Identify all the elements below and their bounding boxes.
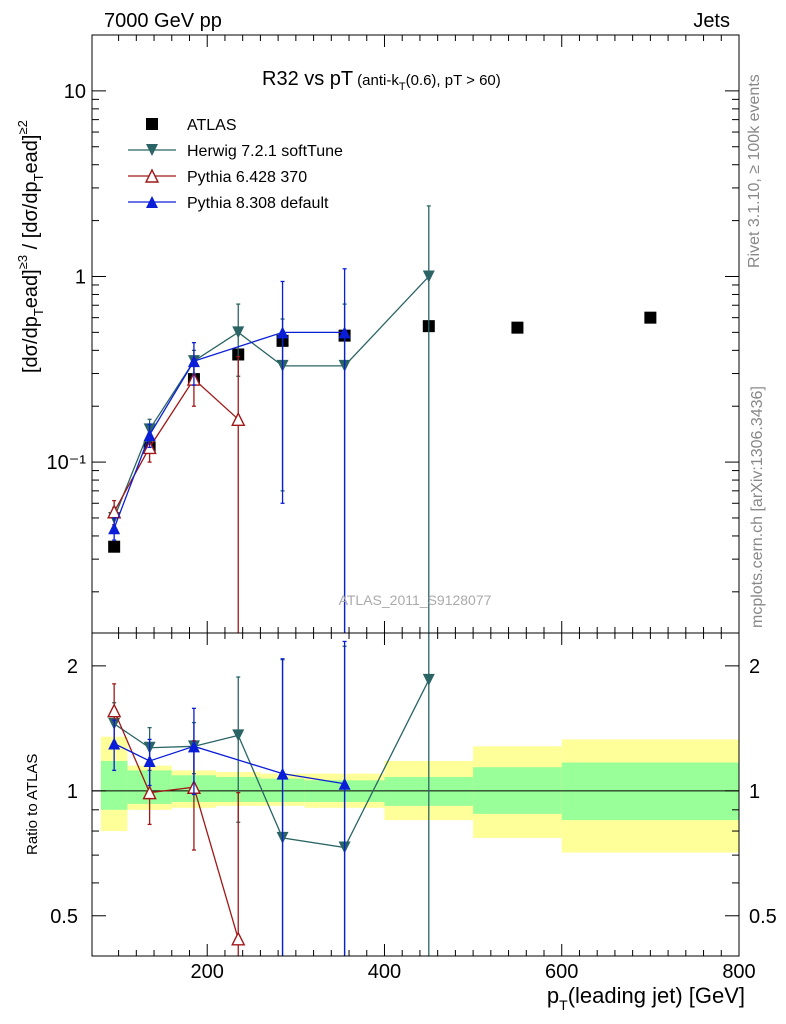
ratio-plot-frame: [91, 632, 740, 957]
series-line: [113, 276, 430, 519]
data-point: [422, 270, 435, 283]
x-tick-label: 400: [368, 961, 401, 983]
data-point: [143, 428, 156, 441]
legend-marker: [144, 168, 160, 183]
data-point: [232, 326, 245, 339]
x-tick-label: 800: [722, 961, 755, 983]
chart-title: R32 vs pT (anti-kT(0.6), pT > 60): [262, 68, 501, 93]
ratio-point: [142, 785, 157, 800]
legend-entry: Pythia 8.308 default: [128, 195, 329, 212]
series-0: [108, 311, 657, 553]
ratio-tick-label-right: 1: [749, 781, 760, 803]
x-axis-label: pT(leading jet) [GeV]: [547, 983, 745, 1013]
legend-label: Pythia 8.308 default: [187, 195, 329, 212]
legend-entry: Pythia 6.428 370: [128, 168, 307, 186]
data-point: [187, 355, 200, 368]
ratio-tick-label-right: 2: [749, 656, 760, 678]
ratio-line: [113, 679, 430, 849]
legend-marker: [146, 144, 158, 156]
legend-label: ATLAS: [187, 117, 237, 134]
ratio-point: [276, 767, 289, 780]
data-point: [338, 326, 351, 339]
legend-entry: ATLAS: [146, 117, 237, 134]
ratio-point: [187, 740, 200, 753]
ratio-tick-label-left: 0.5: [50, 906, 78, 928]
y-tick-label: 10⁻¹: [47, 452, 87, 474]
series-line: [113, 378, 239, 513]
x-tick-label: 600: [545, 961, 578, 983]
series-3: [108, 268, 351, 633]
ratio-tick-label-left: 2: [67, 656, 78, 678]
ratio-series-3: [108, 640, 351, 956]
watermark-label: ATLAS_2011_S9128077: [339, 592, 492, 608]
data-point: [644, 311, 657, 324]
x-tick-label: 200: [191, 961, 224, 983]
ratio-series-2: [107, 683, 246, 956]
series-2: [107, 355, 246, 633]
ratio-point: [338, 777, 351, 790]
ratio-tick-label-left: 1: [67, 781, 78, 803]
series-1: [108, 205, 435, 633]
legend-entry: Herwig 7.2.1 softTune: [128, 143, 343, 160]
y-tick-label: 1: [75, 266, 86, 288]
y-axis-label: [dσ/dpTead]≥3 / [dσ/dpTead]≥2: [15, 120, 46, 373]
ratio-point: [107, 703, 122, 718]
ratio-y-axis-label: Ratio to ATLAS: [24, 754, 41, 855]
ratio-point: [422, 673, 435, 686]
energy-label: 7000 GeV pp: [104, 10, 222, 32]
ratio-point: [143, 754, 156, 767]
legend-label: Herwig 7.2.1 softTune: [187, 143, 343, 160]
ratio-line: [113, 710, 239, 940]
data-point: [108, 522, 121, 535]
category-label: Jets: [693, 10, 730, 32]
data-point: [276, 326, 289, 339]
legend-label: Pythia 6.428 370: [187, 169, 307, 186]
legend-marker: [146, 196, 158, 208]
legend: ATLAS Herwig 7.2.1 softTune Pythia 6.428 3…: [128, 117, 343, 212]
ratio-point: [108, 737, 121, 750]
ratio-tick-label-right: 0.5: [749, 906, 777, 928]
legend-marker: [146, 118, 158, 130]
data-point: [511, 321, 524, 334]
ratio-point: [231, 931, 246, 946]
ratio-point: [232, 729, 245, 742]
data-point: [108, 540, 121, 553]
y-tick-label: 10: [64, 81, 86, 103]
data-point: [231, 411, 246, 427]
